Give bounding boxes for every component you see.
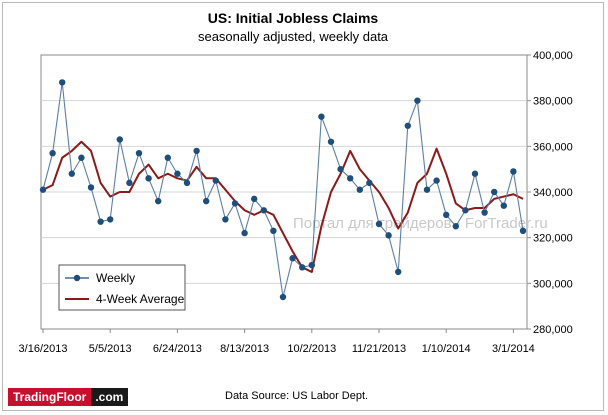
- data-point-weekly: [87, 184, 95, 191]
- legend: Weekly 4-Week Average: [58, 264, 186, 311]
- data-point-weekly: [327, 138, 335, 145]
- data-point-weekly: [414, 97, 421, 104]
- x-tick-label: 5/5/2013: [89, 343, 132, 355]
- chart-frame: US: Initial Jobless Claims seasonally ad…: [2, 2, 604, 411]
- data-point-weekly: [289, 255, 296, 262]
- y-tick-label: 360,000: [533, 141, 573, 153]
- data-point-weekly: [433, 177, 440, 184]
- data-point-weekly: [39, 186, 47, 193]
- x-axis-ticks: 3/16/2013 5/5/2013 6/24/2013 8/13/2013 10/2/…: [19, 329, 535, 355]
- data-point-weekly: [193, 147, 200, 155]
- data-point-weekly: [279, 293, 287, 301]
- series-layer: [39, 79, 527, 301]
- line-chart: US: Initial Jobless Claims seasonally ad…: [19, 10, 573, 402]
- data-point-weekly: [203, 197, 210, 205]
- data-point-weekly: [183, 179, 191, 187]
- data-point-weekly: [145, 175, 152, 182]
- data-point-weekly: [347, 175, 354, 182]
- data-point-weekly: [155, 197, 162, 205]
- y-axis-ticks: 280,000 300,000 320,000 340,000 360,000 380,0…: [527, 50, 573, 336]
- data-point-weekly: [443, 211, 450, 219]
- data-point-weekly: [222, 216, 229, 223]
- data-point-weekly: [212, 177, 219, 184]
- data-point-weekly: [241, 229, 248, 237]
- watermark-text: Портал для трейдеров - ForTrader.ru: [293, 215, 548, 232]
- y-tick-label: 340,000: [533, 187, 573, 199]
- data-point-weekly: [260, 207, 267, 214]
- data-point-weekly: [462, 207, 469, 214]
- data-point-weekly: [231, 200, 239, 207]
- data-point-weekly: [404, 122, 411, 129]
- data-point-weekly: [337, 165, 344, 173]
- data-point-weekly: [471, 170, 479, 177]
- x-tick-label: 3/1/2014: [492, 343, 535, 355]
- x-tick-label: 8/13/2013: [220, 343, 269, 355]
- data-source-note: Data Source: US Labor Dept.: [225, 390, 368, 402]
- data-point-weekly: [97, 218, 104, 225]
- data-point-weekly: [78, 154, 85, 161]
- data-point-weekly: [135, 149, 143, 157]
- logo-left-text: TradingFloor: [8, 388, 92, 406]
- data-point-weekly: [366, 179, 373, 187]
- data-point-weekly: [270, 227, 277, 235]
- x-tick-label: 1/10/2014: [422, 343, 471, 355]
- data-point-weekly: [423, 186, 431, 193]
- data-point-weekly: [107, 216, 114, 223]
- y-tick-label: 380,000: [533, 96, 573, 108]
- y-tick-label: 280,000: [533, 324, 573, 336]
- tradingfloor-logo: TradingFloor .com: [8, 388, 129, 406]
- chart-subtitle: seasonally adjusted, weekly data: [198, 29, 389, 44]
- legend-average-label: 4-Week Average: [96, 292, 185, 306]
- data-point-weekly: [59, 79, 66, 86]
- legend-box: [58, 264, 186, 311]
- data-point-weekly: [510, 168, 517, 175]
- data-point-weekly: [491, 188, 498, 196]
- data-point-weekly: [385, 232, 392, 239]
- x-tick-label: 10/2/2013: [287, 343, 336, 355]
- data-point-weekly: [481, 209, 488, 216]
- data-point-weekly: [299, 264, 306, 271]
- data-point-weekly: [519, 227, 527, 235]
- series-line-4-week-average: [42, 140, 524, 273]
- data-point-weekly: [174, 170, 181, 177]
- data-point-weekly: [500, 202, 507, 209]
- legend-weekly-label: Weekly: [96, 271, 135, 285]
- data-point-weekly: [116, 136, 124, 143]
- data-point-weekly: [251, 195, 258, 203]
- y-tick-label: 320,000: [533, 233, 573, 245]
- legend-weekly-marker: [73, 274, 81, 282]
- x-tick-label: 6/24/2013: [153, 343, 202, 355]
- x-tick-label: 11/21/2013: [352, 343, 406, 355]
- y-tick-label: 300,000: [533, 278, 573, 290]
- data-point-weekly: [308, 261, 315, 269]
- data-point-weekly: [68, 170, 76, 177]
- data-point-weekly: [164, 154, 171, 161]
- chart-title: US: Initial Jobless Claims: [208, 10, 379, 26]
- data-point-weekly: [375, 220, 383, 228]
- data-point-weekly: [49, 149, 56, 157]
- data-point-weekly: [126, 179, 133, 187]
- x-tick-label: 3/16/2013: [19, 343, 68, 355]
- y-tick-label: 400,000: [533, 50, 573, 62]
- logo-right-text: .com: [91, 388, 129, 406]
- data-point-weekly: [356, 186, 363, 193]
- data-point-weekly: [318, 113, 325, 120]
- data-point-weekly: [395, 268, 402, 276]
- data-point-weekly: [452, 223, 459, 230]
